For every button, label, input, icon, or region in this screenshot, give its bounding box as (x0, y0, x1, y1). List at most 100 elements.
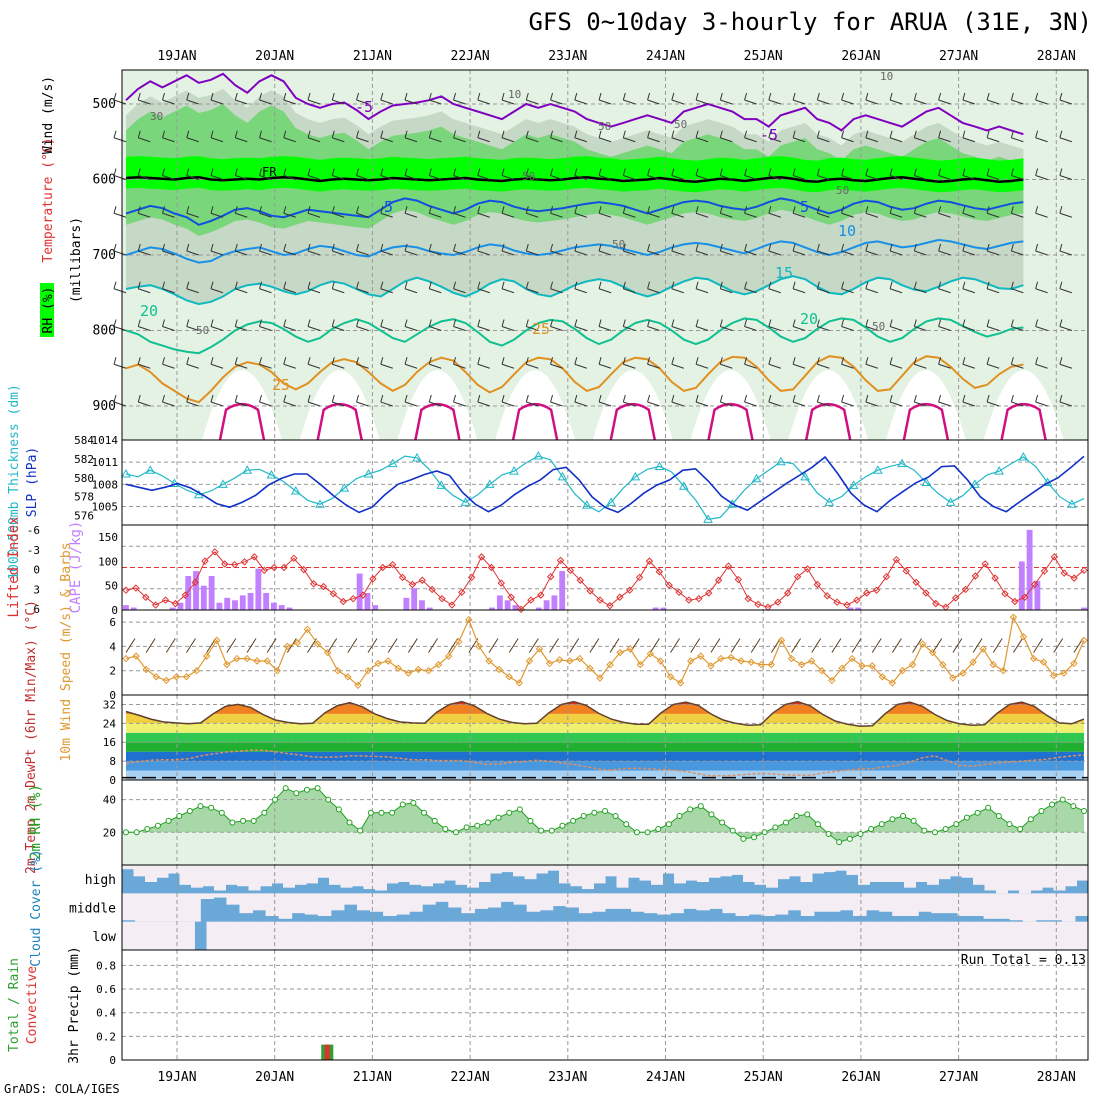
thickness-marker (218, 479, 228, 488)
rh-marker (335, 806, 342, 813)
wind-barb (865, 130, 869, 138)
wind-barb (574, 137, 587, 143)
date-label-bottom: 20JAN (255, 1070, 294, 1085)
wind-barb (1011, 137, 1024, 143)
wind-barb (889, 401, 903, 407)
wind-barb (404, 175, 418, 180)
isotherm-30 (707, 402, 754, 441)
wind-barb (404, 168, 408, 176)
wind-barb (792, 99, 806, 105)
wind-barb (501, 326, 515, 331)
wind-barb (380, 168, 384, 176)
wind-barb (501, 206, 505, 214)
cloud-high-bar (559, 865, 571, 884)
wind-barb (210, 130, 214, 138)
cloud-low-bar (508, 921, 521, 950)
wind-barb (137, 357, 141, 365)
wind-barb (186, 92, 190, 101)
rh-marker (953, 821, 960, 828)
wind-barb (501, 363, 515, 369)
wind-barb (380, 357, 384, 365)
wind-barb (1059, 281, 1063, 289)
wind-barb (986, 363, 1000, 369)
wind-barb (792, 363, 806, 369)
rh-contour-label: 10 (508, 88, 521, 101)
wind-barb (526, 288, 539, 294)
wind-barb (528, 638, 539, 653)
cloud-high-bar (168, 865, 180, 874)
cloud-high-bar (386, 865, 399, 884)
lifted-index-marker (359, 591, 367, 599)
ylabel-wind10m: 10m Wind Speed (m/s) & Barbs (59, 542, 74, 761)
wind-barb (186, 326, 199, 331)
wind-barb (235, 99, 248, 105)
wind-barb (526, 175, 539, 180)
rh-marker (985, 804, 992, 811)
wind-barb (671, 206, 675, 214)
thickness-marker (1067, 499, 1077, 508)
wind-barb (137, 394, 141, 403)
cape-bar (278, 605, 285, 610)
wind-barb (283, 363, 296, 369)
wind-barb (162, 99, 175, 105)
rh-marker (1049, 801, 1056, 808)
cloud-middle-bar (709, 893, 723, 909)
wind-barb (113, 243, 117, 252)
rh-marker (176, 812, 183, 819)
date-label-top: 24JAN (646, 49, 685, 64)
wind-barb (332, 363, 345, 369)
rh-marker (1006, 821, 1013, 828)
wind-barb (1035, 363, 1048, 369)
wind-barb (744, 130, 748, 138)
cape-bar (660, 607, 667, 610)
lifted-index-marker (527, 596, 535, 604)
wind-barb (914, 212, 927, 218)
wind-barb (234, 394, 238, 403)
cloud-middle-bar (722, 893, 737, 914)
wind-barb (501, 92, 505, 101)
wind-barb (186, 288, 199, 294)
thickness-marker (145, 465, 156, 474)
wind-barb (695, 168, 699, 176)
wind-barb (477, 130, 481, 138)
cloud-middle-bar (578, 893, 593, 914)
rh-marker (995, 812, 1002, 819)
wind-barb (792, 281, 796, 289)
wind-barb (356, 363, 369, 369)
wind-speed-marker (888, 679, 897, 687)
cloud-low-bar (689, 921, 703, 950)
wind-barb (259, 130, 262, 138)
rh-marker (719, 819, 726, 826)
wind-barb (367, 638, 378, 653)
wind-barb (162, 326, 175, 331)
cape-bar (177, 602, 184, 610)
wind-barb (574, 92, 578, 101)
lifted-index-marker (280, 563, 288, 572)
wind-barb (817, 137, 830, 143)
wind-barb (283, 243, 287, 252)
thickness-marker (848, 480, 859, 489)
thickness-tick: 580 (74, 472, 94, 485)
wind-barb (453, 250, 466, 256)
cloud-middle-bar (853, 893, 867, 916)
wind-barb (210, 281, 214, 289)
wind-barb (162, 212, 175, 218)
rh-marker (793, 812, 800, 819)
lifted-index-marker (1040, 567, 1049, 575)
rh-marker (474, 822, 481, 829)
panel-frame (121, 439, 1089, 526)
wind-barb (331, 281, 335, 289)
wind-barb (138, 326, 151, 331)
wind-barb (186, 638, 196, 653)
wind-barb (404, 401, 418, 407)
cape-bar (496, 595, 503, 610)
wind-barb (186, 99, 199, 105)
wind-speed-marker (555, 656, 564, 664)
wind-speed-marker (485, 657, 493, 665)
wind-barb (259, 363, 272, 369)
cloud-middle-bar (591, 893, 606, 912)
wind-barb (162, 281, 165, 289)
wind-barb (259, 357, 262, 365)
cloud-high-bar (846, 865, 859, 875)
wind-barb (865, 357, 869, 365)
